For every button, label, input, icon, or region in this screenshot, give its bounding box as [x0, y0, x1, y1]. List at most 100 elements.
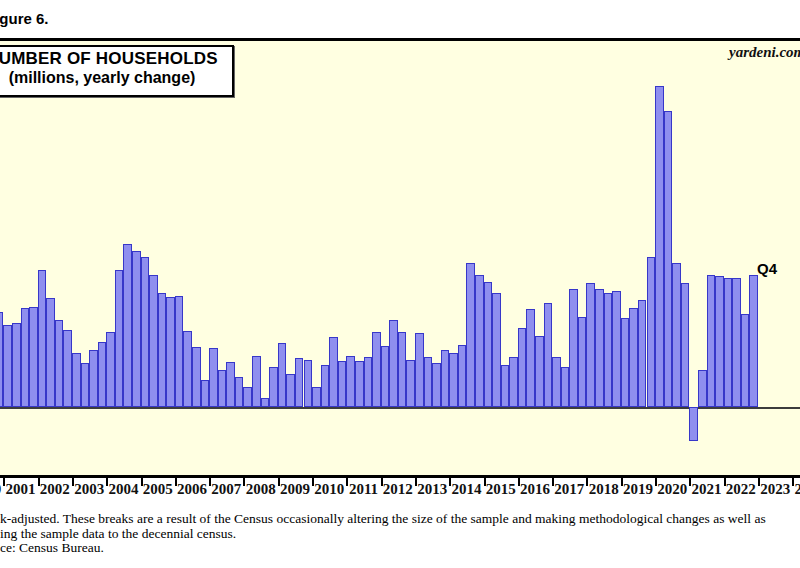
- bar: [201, 380, 210, 407]
- bar: [81, 363, 90, 407]
- bar: [612, 291, 621, 407]
- bar: [29, 307, 38, 407]
- bar: [192, 347, 201, 407]
- x-axis-year-label: 2016: [520, 481, 550, 498]
- footnote-line: ing the sample data to the decennial cen…: [0, 527, 766, 542]
- bar: [647, 257, 656, 407]
- bar: [329, 337, 338, 407]
- bar: [243, 387, 252, 407]
- bar: [689, 407, 698, 441]
- x-axis-year-label: 2006: [177, 481, 207, 498]
- bar: [715, 276, 724, 407]
- bar: [749, 275, 758, 407]
- figure-label: Figure 6.: [0, 10, 49, 27]
- x-axis-year-label: 2008: [246, 481, 276, 498]
- branding-text: yardeni.com: [729, 44, 800, 61]
- chart-subtitle: (millions, yearly change): [0, 69, 232, 87]
- bar: [141, 257, 150, 407]
- bar: [724, 278, 733, 407]
- bar: [698, 370, 707, 407]
- bar: [509, 357, 518, 407]
- x-axis-year-label: 2020: [657, 481, 687, 498]
- bar: [406, 360, 415, 407]
- bar: [183, 331, 192, 407]
- bar: [123, 244, 132, 407]
- bar: [441, 350, 450, 407]
- bar: [338, 361, 347, 407]
- x-axis-year-label: 2019: [623, 481, 653, 498]
- bar: [372, 332, 381, 407]
- zero-baseline: [0, 407, 800, 409]
- bar: [286, 374, 295, 407]
- x-axis-year-label: 2005: [143, 481, 173, 498]
- bar: [604, 293, 613, 407]
- x-axis-year-label: 2017: [554, 481, 584, 498]
- x-axis-year-label: 2022: [726, 481, 756, 498]
- bar: [175, 296, 184, 407]
- x-axis-year-label: 2003: [74, 481, 104, 498]
- bar: [295, 358, 304, 407]
- bar: [166, 297, 175, 407]
- bar: [569, 289, 578, 407]
- bar: [544, 303, 553, 407]
- bar: [415, 333, 424, 407]
- bar: [278, 343, 287, 407]
- bar: [621, 318, 630, 407]
- bar: [12, 323, 21, 407]
- bar: [226, 362, 235, 407]
- footnote-line: ce: Census Bureau.: [0, 541, 766, 556]
- bar: [89, 350, 98, 407]
- footnote: k-adjusted. These breaks are a result of…: [0, 512, 766, 556]
- bar: [312, 387, 321, 407]
- bar: [741, 314, 750, 407]
- bar: [63, 330, 72, 407]
- x-axis-year-label: 2012: [383, 481, 413, 498]
- bar: [158, 293, 167, 407]
- x-axis-year-label: 2001: [6, 481, 36, 498]
- bar: [707, 275, 716, 407]
- last-bar-annotation: Q4: [757, 260, 777, 277]
- bar: [526, 309, 535, 407]
- bar: [106, 332, 115, 407]
- bar: [655, 86, 664, 407]
- x-axis-year-label: 2015: [486, 481, 516, 498]
- bar: [235, 377, 244, 407]
- bar: [518, 328, 527, 407]
- chart-page: Figure 6. yardeni.com NUMBER OF HOUSEHOL…: [0, 0, 800, 568]
- bar: [21, 308, 30, 407]
- x-axis-year-label: 2009: [280, 481, 310, 498]
- x-axis-year-label: 2021: [692, 481, 722, 498]
- bar: [38, 270, 47, 407]
- x-axis-year-label: 2024: [794, 481, 800, 498]
- bar: [732, 278, 741, 407]
- bar: [269, 367, 278, 407]
- bar: [501, 365, 510, 407]
- bar: [552, 357, 561, 407]
- bar: [466, 263, 475, 407]
- bar: [492, 293, 501, 407]
- bar: [664, 111, 673, 407]
- bar: [595, 289, 604, 407]
- x-axis-year-label: 2023: [760, 481, 790, 498]
- bar: [672, 263, 681, 407]
- bar: [98, 342, 107, 407]
- bar: [458, 345, 467, 407]
- bar: [218, 370, 227, 407]
- chart-area: yardeni.com NUMBER OF HOUSEHOLDS (millio…: [0, 41, 800, 475]
- bar: [46, 298, 55, 407]
- bar: [629, 308, 638, 407]
- chart-title: NUMBER OF HOUSEHOLDS: [0, 49, 232, 69]
- bar: [149, 275, 158, 407]
- bar: [304, 360, 313, 407]
- x-axis-year-label: 2011: [349, 481, 378, 498]
- bar: [578, 317, 587, 407]
- bar: [209, 348, 218, 407]
- bar: [424, 357, 433, 407]
- bar: [475, 275, 484, 407]
- x-axis-year-label: 2002: [40, 481, 70, 498]
- bar: [252, 356, 261, 407]
- bar: [261, 398, 270, 407]
- bar: [55, 320, 64, 407]
- bar: [132, 251, 141, 407]
- bar: [321, 365, 330, 407]
